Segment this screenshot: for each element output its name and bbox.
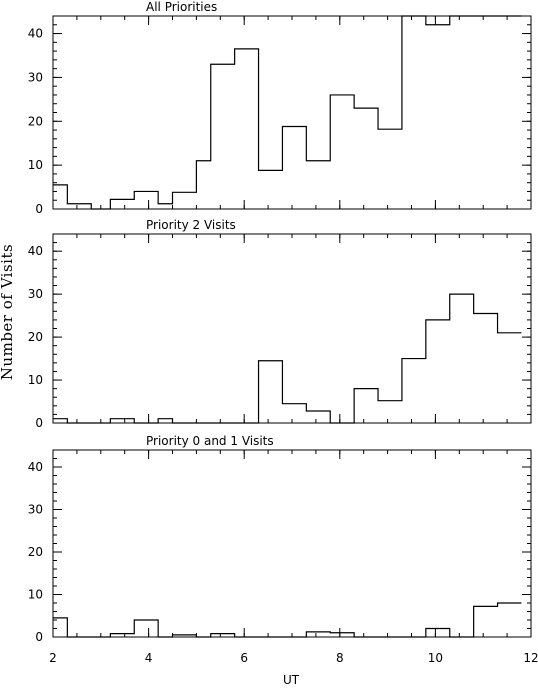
y-tick-label: 40 xyxy=(28,460,43,474)
panel-1: All Priorities 0 10 20 30 40 xyxy=(28,0,532,216)
panel-title: Priority 0 and 1 Visits xyxy=(146,434,274,448)
plot-frame xyxy=(52,15,532,210)
y-tick-label: 0 xyxy=(35,202,43,216)
x-axis-label: UT xyxy=(283,673,300,687)
y-tick-label: 0 xyxy=(35,416,43,430)
y-tick-label: 10 xyxy=(28,373,43,387)
histogram-series xyxy=(53,602,522,638)
x-tick-label: 2 xyxy=(49,651,57,665)
x-tick-label: 6 xyxy=(240,651,248,665)
panel-3: Priority 0 and 1 Visits 2 4 6 8 10 12 0 10 20 30 40 xyxy=(28,434,538,665)
plot-frame xyxy=(52,233,532,424)
y-tick-label: 10 xyxy=(28,588,43,602)
y-tick-label: 40 xyxy=(28,27,43,41)
y-axis-label: Number of Visits xyxy=(0,244,16,380)
y-tick-label: 30 xyxy=(28,70,43,84)
plot-frame xyxy=(52,449,532,638)
y-tick-label: 30 xyxy=(28,287,43,301)
histogram-series xyxy=(53,293,522,424)
y-tick-label: 20 xyxy=(28,330,43,344)
x-tick-label: 4 xyxy=(145,651,153,665)
x-tick-label: 8 xyxy=(336,651,344,665)
y-tick-label: 10 xyxy=(28,158,43,172)
y-tick-label: 20 xyxy=(28,114,43,128)
panel-title: Priority 2 Visits xyxy=(146,218,236,232)
histogram-series xyxy=(53,15,522,210)
y-tick-label: 30 xyxy=(28,503,43,517)
y-tick-label: 40 xyxy=(28,244,43,258)
x-tick-label: 12 xyxy=(523,651,538,665)
panel-title: All Priorities xyxy=(146,0,217,14)
panel-2: Priority 2 Visits 0 10 20 30 40 xyxy=(28,218,532,430)
y-tick-label: 0 xyxy=(35,630,43,644)
y-tick-label: 20 xyxy=(28,545,43,559)
x-tick-label: 10 xyxy=(428,651,443,665)
